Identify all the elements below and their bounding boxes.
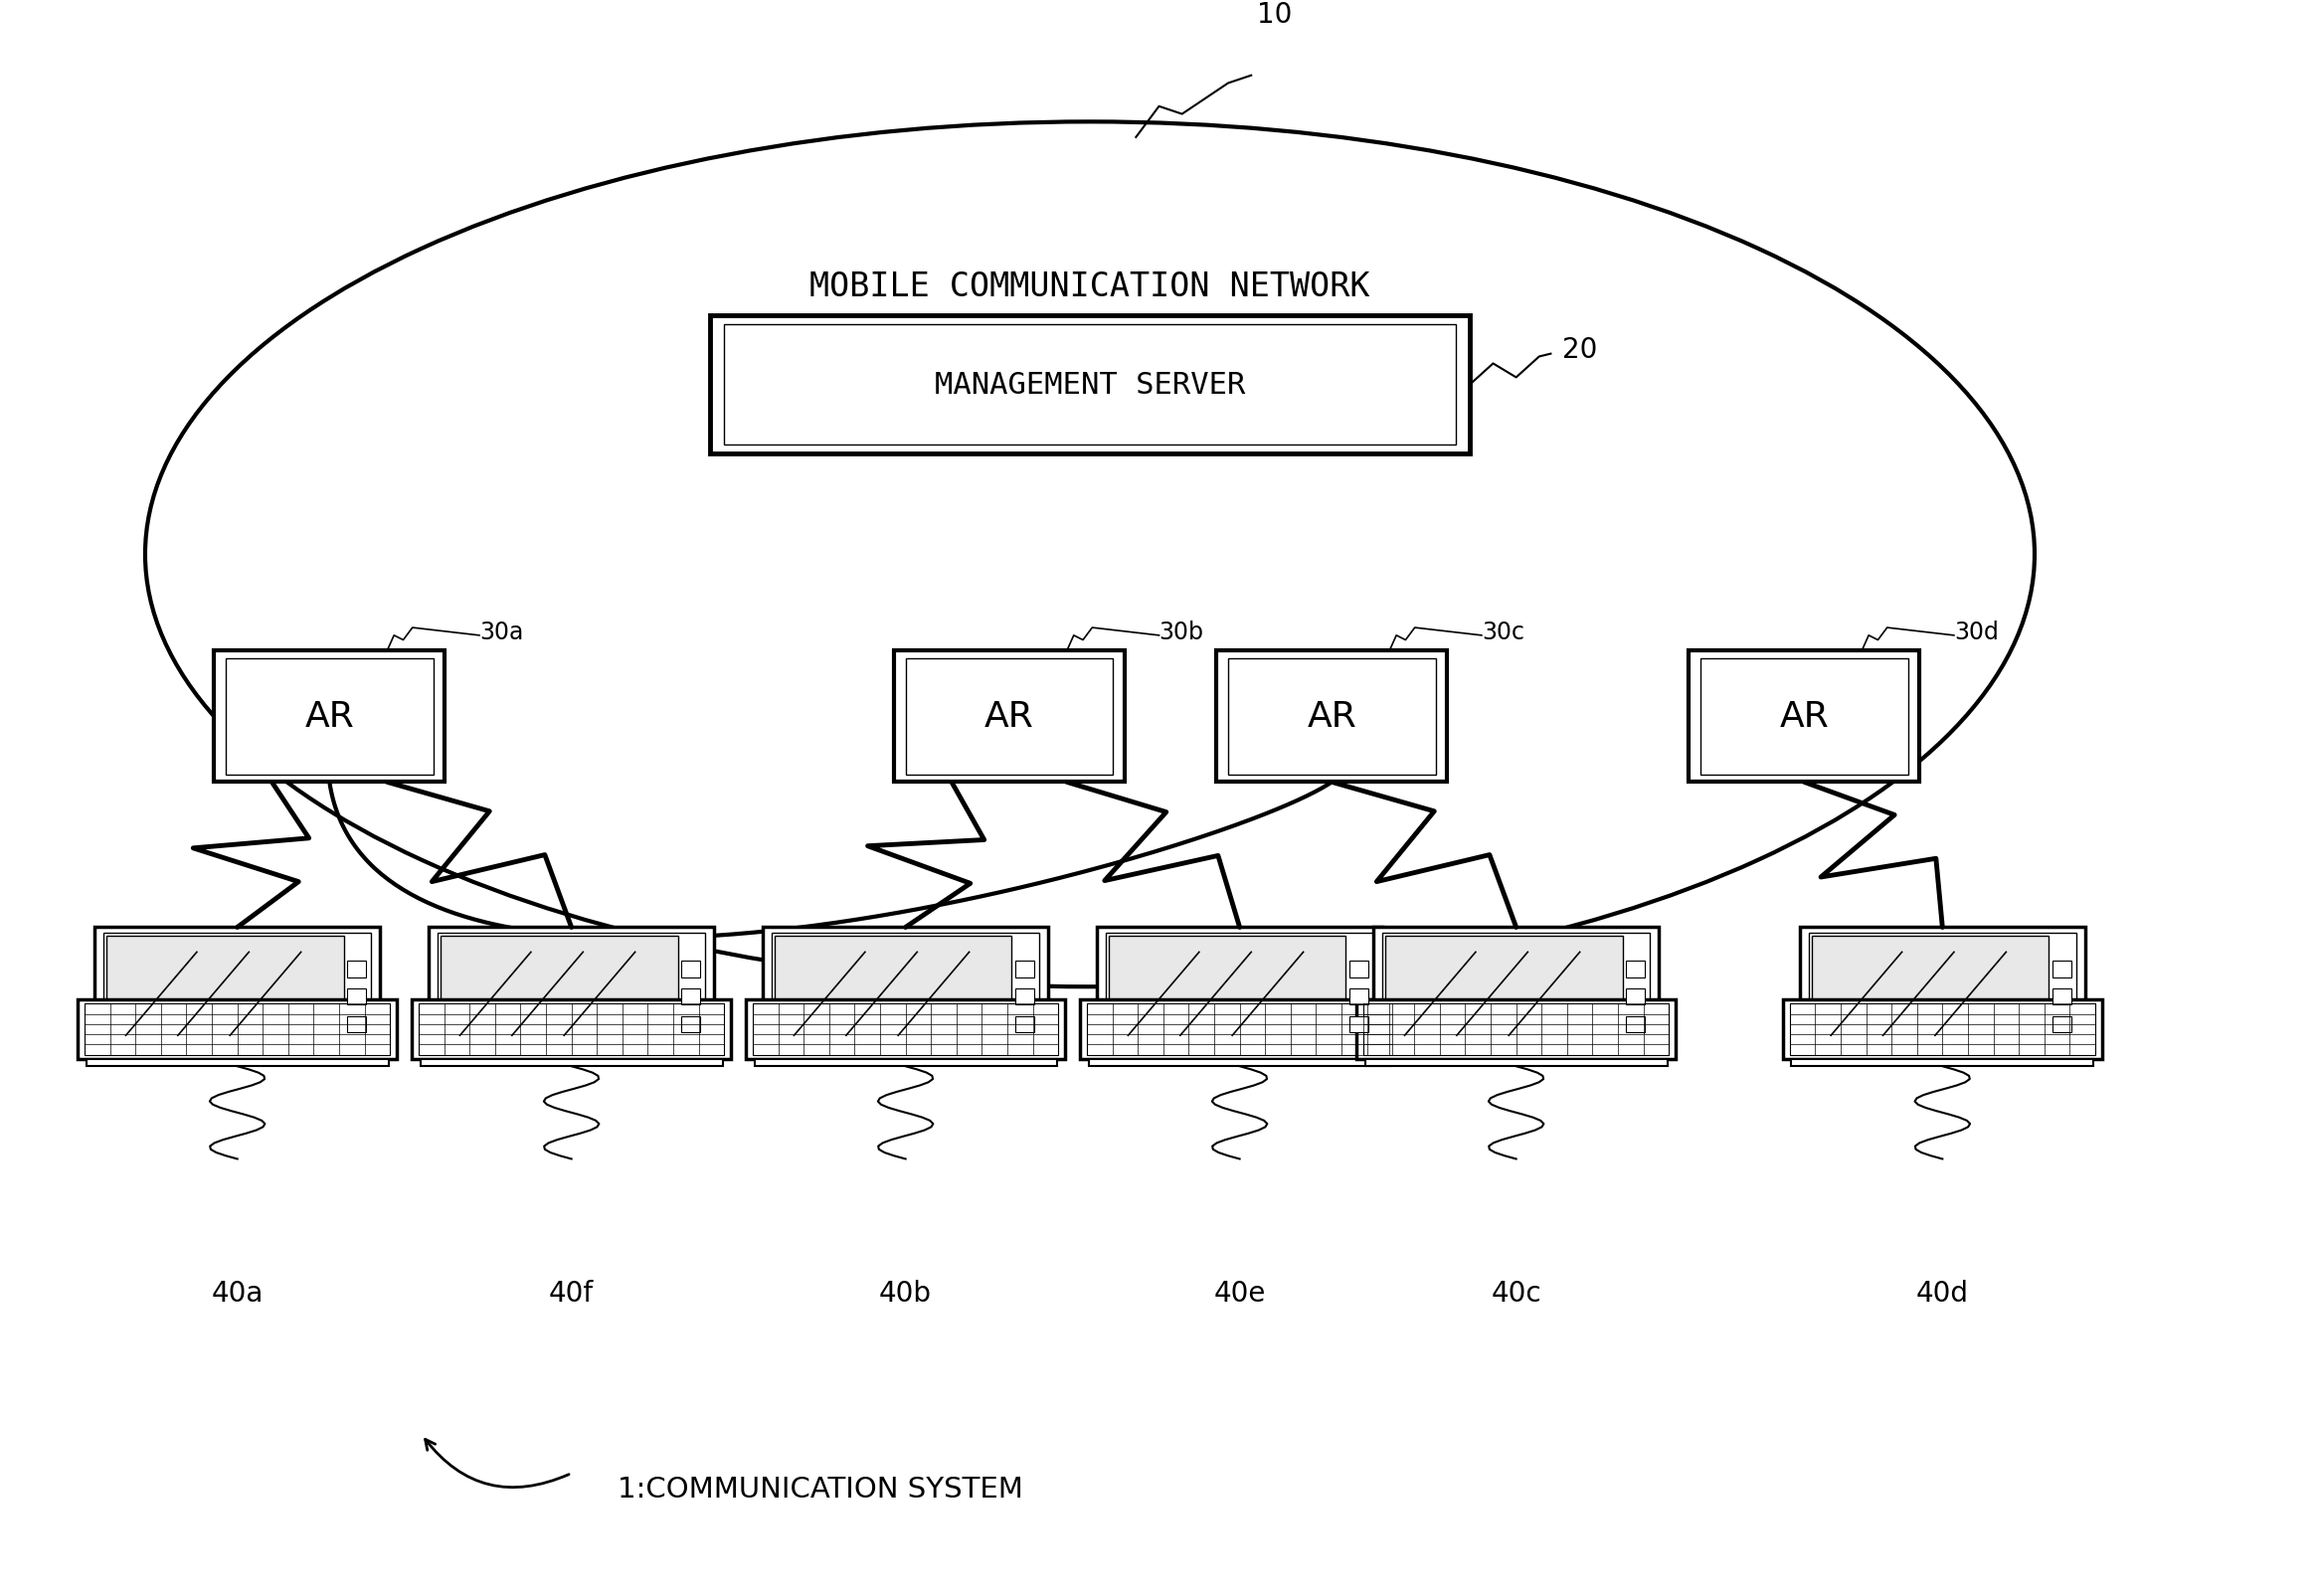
Bar — [76, 999, 396, 1060]
Bar — [1701, 659, 1908, 774]
Bar — [1625, 988, 1646, 1005]
Bar — [213, 651, 445, 782]
Bar — [1110, 935, 1347, 1047]
Bar — [723, 326, 1456, 445]
Text: 30b: 30b — [1159, 619, 1203, 643]
Bar — [420, 1060, 723, 1066]
Text: 40a: 40a — [211, 1278, 264, 1307]
Text: AR: AR — [985, 701, 1034, 734]
Text: 30d: 30d — [1954, 619, 1998, 643]
Bar — [1015, 961, 1034, 977]
Text: 40c: 40c — [1490, 1278, 1541, 1307]
Bar — [1349, 988, 1368, 1005]
Bar — [1625, 1017, 1646, 1033]
Bar — [348, 988, 366, 1005]
Bar — [1375, 927, 1660, 1055]
Bar — [681, 1017, 700, 1033]
Text: AR: AR — [1307, 701, 1356, 734]
Bar — [1365, 1060, 1667, 1066]
Bar — [2051, 961, 2072, 977]
Bar — [681, 988, 700, 1005]
Bar — [86, 1060, 389, 1066]
Bar — [1087, 1004, 1393, 1055]
Text: 10: 10 — [1256, 0, 1291, 29]
Bar — [1690, 651, 1919, 782]
Bar — [1813, 935, 2049, 1047]
Bar — [1096, 927, 1382, 1055]
Bar — [1349, 1017, 1368, 1033]
Bar — [1089, 1060, 1391, 1066]
Bar — [348, 961, 366, 977]
Bar — [440, 935, 677, 1047]
Text: MOBILE COMMUNICATION NETWORK: MOBILE COMMUNICATION NETWORK — [809, 270, 1370, 303]
Text: 40d: 40d — [1917, 1278, 1968, 1307]
Text: 1:COMMUNICATION SYSTEM: 1:COMMUNICATION SYSTEM — [617, 1475, 1022, 1503]
Bar — [2051, 1017, 2072, 1033]
Bar — [429, 927, 714, 1055]
Bar — [1625, 961, 1646, 977]
Text: 40f: 40f — [549, 1278, 593, 1307]
Text: 30a: 30a — [480, 619, 524, 643]
Ellipse shape — [146, 123, 2035, 986]
Bar — [1080, 999, 1400, 1060]
Bar — [413, 999, 730, 1060]
Bar — [1106, 934, 1375, 1049]
Text: MANAGEMENT SERVER: MANAGEMENT SERVER — [934, 370, 1245, 399]
Bar — [1386, 935, 1623, 1047]
Bar — [2051, 988, 2072, 1005]
Bar — [438, 934, 705, 1049]
Bar — [420, 1004, 723, 1055]
Bar — [1015, 988, 1034, 1005]
Bar — [348, 1017, 366, 1033]
Bar — [1789, 1004, 2095, 1055]
Bar — [1229, 659, 1435, 774]
Bar — [1808, 934, 2077, 1049]
Bar — [1792, 1060, 2093, 1066]
Bar — [1349, 961, 1368, 977]
Bar — [1217, 651, 1446, 782]
Bar — [772, 934, 1038, 1049]
Bar — [763, 927, 1048, 1055]
Text: AR: AR — [304, 701, 355, 734]
Bar — [1015, 1017, 1034, 1033]
Text: 40e: 40e — [1215, 1278, 1266, 1307]
Bar — [107, 935, 343, 1047]
Bar — [906, 659, 1113, 774]
Bar — [95, 927, 380, 1055]
Bar — [709, 316, 1470, 455]
Text: 20: 20 — [1562, 337, 1597, 364]
Bar — [753, 1004, 1059, 1055]
Bar — [1783, 999, 2102, 1060]
Bar — [1799, 927, 2084, 1055]
Bar — [225, 659, 433, 774]
Bar — [746, 999, 1066, 1060]
Bar — [83, 1004, 389, 1055]
Text: 40b: 40b — [879, 1278, 932, 1307]
Text: AR: AR — [1780, 701, 1829, 734]
Text: 30c: 30c — [1481, 619, 1525, 643]
Bar — [895, 651, 1124, 782]
Bar — [1356, 999, 1676, 1060]
Bar — [753, 1060, 1057, 1066]
Bar — [104, 934, 371, 1049]
Bar — [1363, 1004, 1669, 1055]
Bar — [1382, 934, 1650, 1049]
Bar — [681, 961, 700, 977]
Bar — [774, 935, 1013, 1047]
